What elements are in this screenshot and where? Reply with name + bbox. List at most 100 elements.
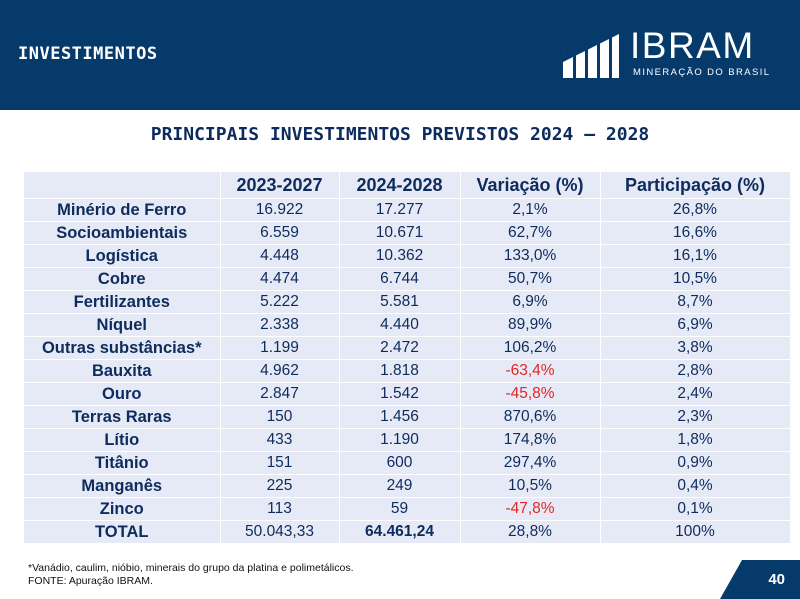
table-row: Manganês 225 249 10,5% 0,4% xyxy=(24,474,791,498)
value-2023-2027: 113 xyxy=(220,497,340,521)
value-2023-2027: 151 xyxy=(220,451,340,475)
page-number: 40 xyxy=(768,571,785,588)
header-cell: Participação (%) xyxy=(600,172,791,199)
share-cell: 0,1% xyxy=(600,497,791,521)
row-label: Socioambientais xyxy=(24,221,221,245)
variation-cell: 62,7% xyxy=(460,221,601,245)
share-cell: 2,4% xyxy=(600,382,791,406)
share-cell: 26,8% xyxy=(600,198,791,222)
share-cell: 10,5% xyxy=(600,267,791,291)
table-row: Lítio 433 1.190 174,8% 1,8% xyxy=(24,428,791,452)
table-row: Minério de Ferro 16.922 17.277 2,1% 26,8% xyxy=(24,198,791,222)
variation-cell: 133,0% xyxy=(460,244,601,268)
value-2023-2027: 5.222 xyxy=(220,290,340,314)
row-label: Outras substâncias* xyxy=(24,336,221,360)
value-2023-2027: 4.962 xyxy=(220,359,340,383)
ibram-logo-icon xyxy=(563,26,619,78)
value-2023-2027: 1.199 xyxy=(220,336,340,360)
header-cell xyxy=(24,172,221,199)
table-body: Minério de Ferro 16.922 17.277 2,1% 26,8% Soc… xyxy=(24,198,791,543)
value-2024-2028: 2.472 xyxy=(339,336,461,360)
table-row: Zinco 113 59 -47,8% 0,1% xyxy=(24,497,791,521)
value-2024-2028: 249 xyxy=(339,474,461,498)
header-cell: 2024-2028 xyxy=(339,172,461,199)
table-row: Fertilizantes 5.222 5.581 6,9% 8,7% xyxy=(24,290,791,314)
row-label: Fertilizantes xyxy=(24,290,221,314)
row-label: Titânio xyxy=(24,451,221,475)
share-cell: 16,6% xyxy=(600,221,791,245)
value-2024-2028: 1.456 xyxy=(339,405,461,429)
share-cell: 6,9% xyxy=(600,313,791,337)
share-cell: 2,3% xyxy=(600,405,791,429)
variation-cell: 174,8% xyxy=(460,428,601,452)
variation-cell: 870,6% xyxy=(460,405,601,429)
value-2023-2027: 4.448 xyxy=(220,244,340,268)
share-cell: 0,9% xyxy=(600,451,791,475)
logo-name: IBRAM xyxy=(630,25,755,66)
total-share-cell: 100% xyxy=(600,520,791,543)
value-2023-2027: 4.474 xyxy=(220,267,340,291)
row-label: Níquel xyxy=(24,313,221,337)
total-value-2023-2027: 50.043,33 xyxy=(220,520,340,543)
total-row: TOTAL 50.043,33 64.461,24 28,8% 100% xyxy=(24,520,791,543)
value-2024-2028: 600 xyxy=(339,451,461,475)
variation-cell: 10,5% xyxy=(460,474,601,498)
value-2024-2028: 10.671 xyxy=(339,221,461,245)
logo-subtitle: MINERAÇÃO DO BRASIL xyxy=(633,67,771,78)
value-2023-2027: 433 xyxy=(220,428,340,452)
variation-cell: 6,9% xyxy=(460,290,601,314)
value-2023-2027: 16.922 xyxy=(220,198,340,222)
variation-cell: -47,8% xyxy=(460,497,601,521)
value-2024-2028: 4.440 xyxy=(339,313,461,337)
table-row: Titânio 151 600 297,4% 0,9% xyxy=(24,451,791,475)
variation-cell: 2,1% xyxy=(460,198,601,222)
value-2024-2028: 1.542 xyxy=(339,382,461,406)
variation-cell: 50,7% xyxy=(460,267,601,291)
table-row: Socioambientais 6.559 10.671 62,7% 16,6% xyxy=(24,221,791,245)
table-row: Cobre 4.474 6.744 50,7% 10,5% xyxy=(24,267,791,291)
value-2023-2027: 2.338 xyxy=(220,313,340,337)
share-cell: 1,8% xyxy=(600,428,791,452)
footnote-note: *Vanádio, caulim, nióbio, minerais do gr… xyxy=(28,562,354,574)
share-cell: 0,4% xyxy=(600,474,791,498)
table-row: Níquel 2.338 4.440 89,9% 6,9% xyxy=(24,313,791,337)
value-2023-2027: 150 xyxy=(220,405,340,429)
value-2023-2027: 6.559 xyxy=(220,221,340,245)
row-label: Minério de Ferro xyxy=(24,198,221,222)
page-title: PRINCIPAIS INVESTIMENTOS PREVISTOS 2024 … xyxy=(150,124,650,145)
table-row: Outras substâncias* 1.199 2.472 106,2% 3,8% xyxy=(24,336,791,360)
row-label: Cobre xyxy=(24,267,221,291)
share-cell: 3,8% xyxy=(600,336,791,360)
table-row: Terras Raras 150 1.456 870,6% 2,3% xyxy=(24,405,791,429)
header-bar: INVESTIMENTOS IBRAM MINERAÇÃO DO BRASIL xyxy=(0,0,800,110)
total-row-label: TOTAL xyxy=(24,520,221,543)
row-label: Logística xyxy=(24,244,221,268)
header-cell: 2023-2027 xyxy=(220,172,340,199)
row-label: Terras Raras xyxy=(24,405,221,429)
total-value-2024-2028: 64.461,24 xyxy=(339,520,461,543)
value-2024-2028: 10.362 xyxy=(339,244,461,268)
table-header-row: 2023-2027 2024-2028 Variação (%) Partici… xyxy=(24,172,791,199)
row-label: Lítio xyxy=(24,428,221,452)
variation-cell: 89,9% xyxy=(460,313,601,337)
row-label: Manganês xyxy=(24,474,221,498)
variation-cell: 297,4% xyxy=(460,451,601,475)
row-label: Zinco xyxy=(24,497,221,521)
value-2024-2028: 59 xyxy=(339,497,461,521)
value-2023-2027: 225 xyxy=(220,474,340,498)
variation-cell: -63,4% xyxy=(460,359,601,383)
row-label: Ouro xyxy=(24,382,221,406)
value-2023-2027: 2.847 xyxy=(220,382,340,406)
row-label: Bauxita xyxy=(24,359,221,383)
value-2024-2028: 5.581 xyxy=(339,290,461,314)
variation-cell: 106,2% xyxy=(460,336,601,360)
value-2024-2028: 1.818 xyxy=(339,359,461,383)
total-variation-cell: 28,8% xyxy=(460,520,601,543)
share-cell: 2,8% xyxy=(600,359,791,383)
footnote: *Vanádio, caulim, nióbio, minerais do gr… xyxy=(28,562,354,588)
value-2024-2028: 6.744 xyxy=(339,267,461,291)
table-row: Ouro 2.847 1.542 -45,8% 2,4% xyxy=(24,382,791,406)
footnote-source: FONTE: Apuração IBRAM. xyxy=(28,575,153,587)
share-cell: 16,1% xyxy=(600,244,791,268)
section-title: INVESTIMENTOS xyxy=(18,44,158,64)
